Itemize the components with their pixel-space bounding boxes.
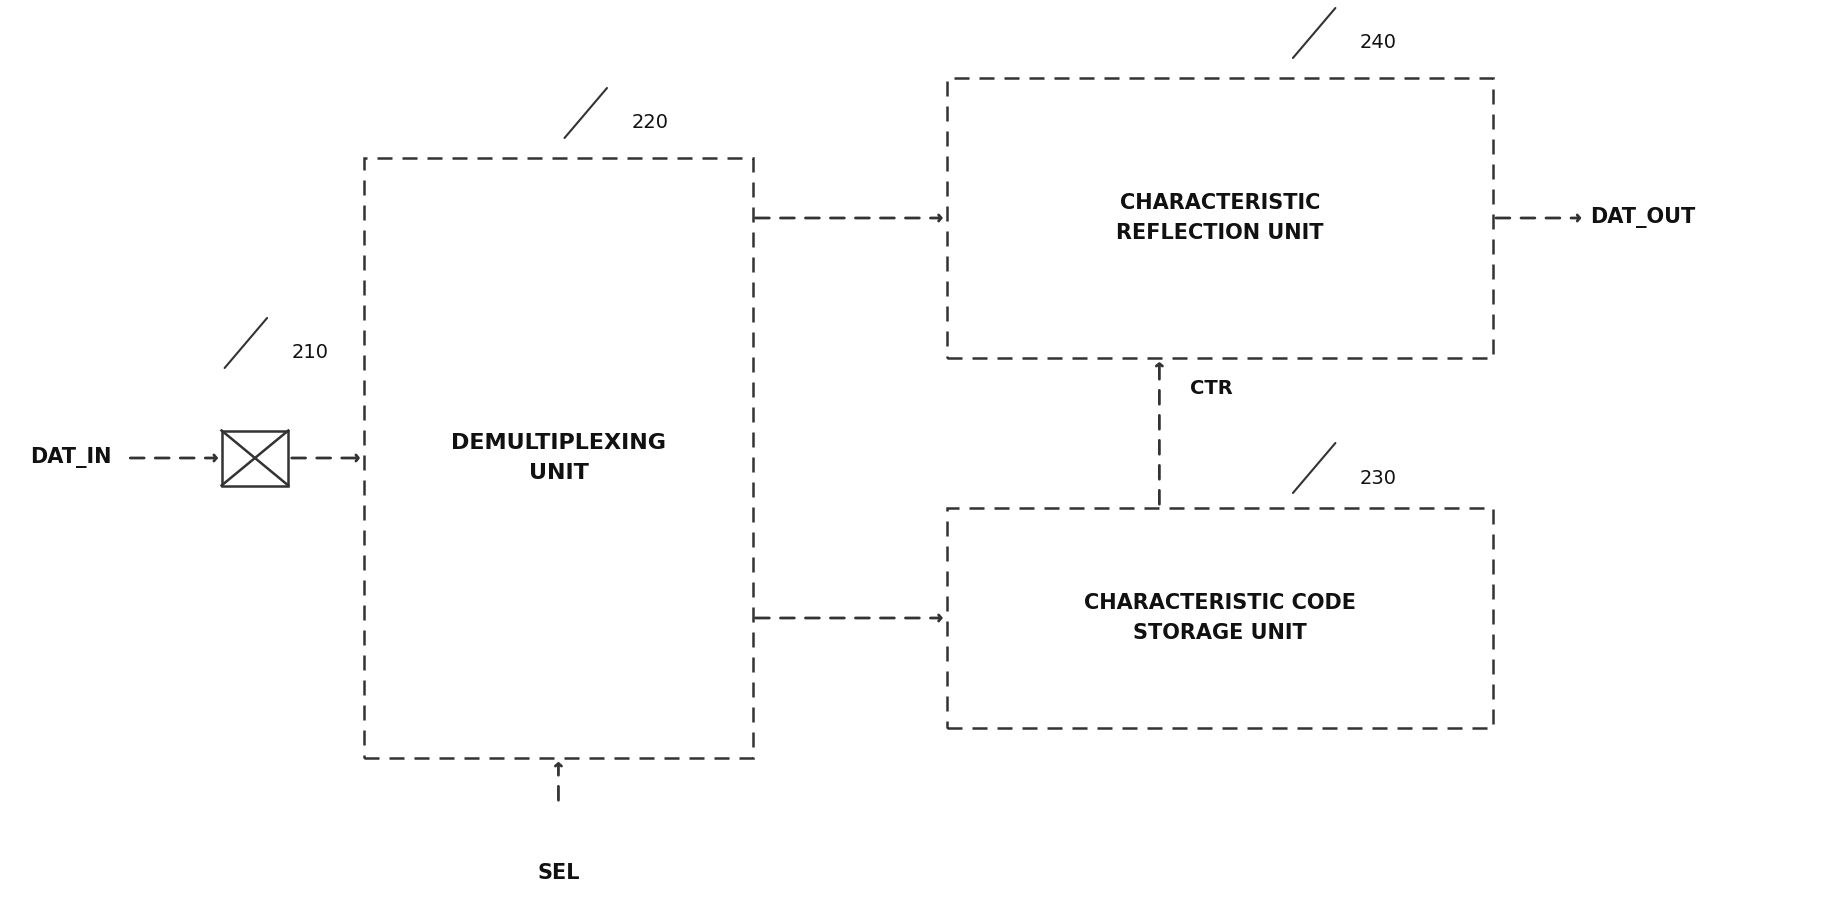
Bar [222,430,288,486]
Bar [364,158,752,758]
Bar [947,508,1493,728]
Text: SEL: SEL [537,863,579,883]
Text: 210: 210 [291,343,328,362]
Text: CHARACTERISTIC
REFLECTION UNIT: CHARACTERISTIC REFLECTION UNIT [1116,193,1324,242]
Text: CTR: CTR [1189,379,1233,398]
Text: DAT_OUT: DAT_OUT [1590,208,1695,229]
Text: DEMULTIPLEXING
UNIT: DEMULTIPLEXING UNIT [452,433,666,483]
Text: 220: 220 [632,114,668,133]
Text: 240: 240 [1360,34,1397,53]
Text: DAT_IN: DAT_IN [31,448,111,469]
Bar [947,78,1493,358]
Text: 230: 230 [1360,469,1397,488]
Text: CHARACTERISTIC CODE
STORAGE UNIT: CHARACTERISTIC CODE STORAGE UNIT [1083,593,1357,643]
